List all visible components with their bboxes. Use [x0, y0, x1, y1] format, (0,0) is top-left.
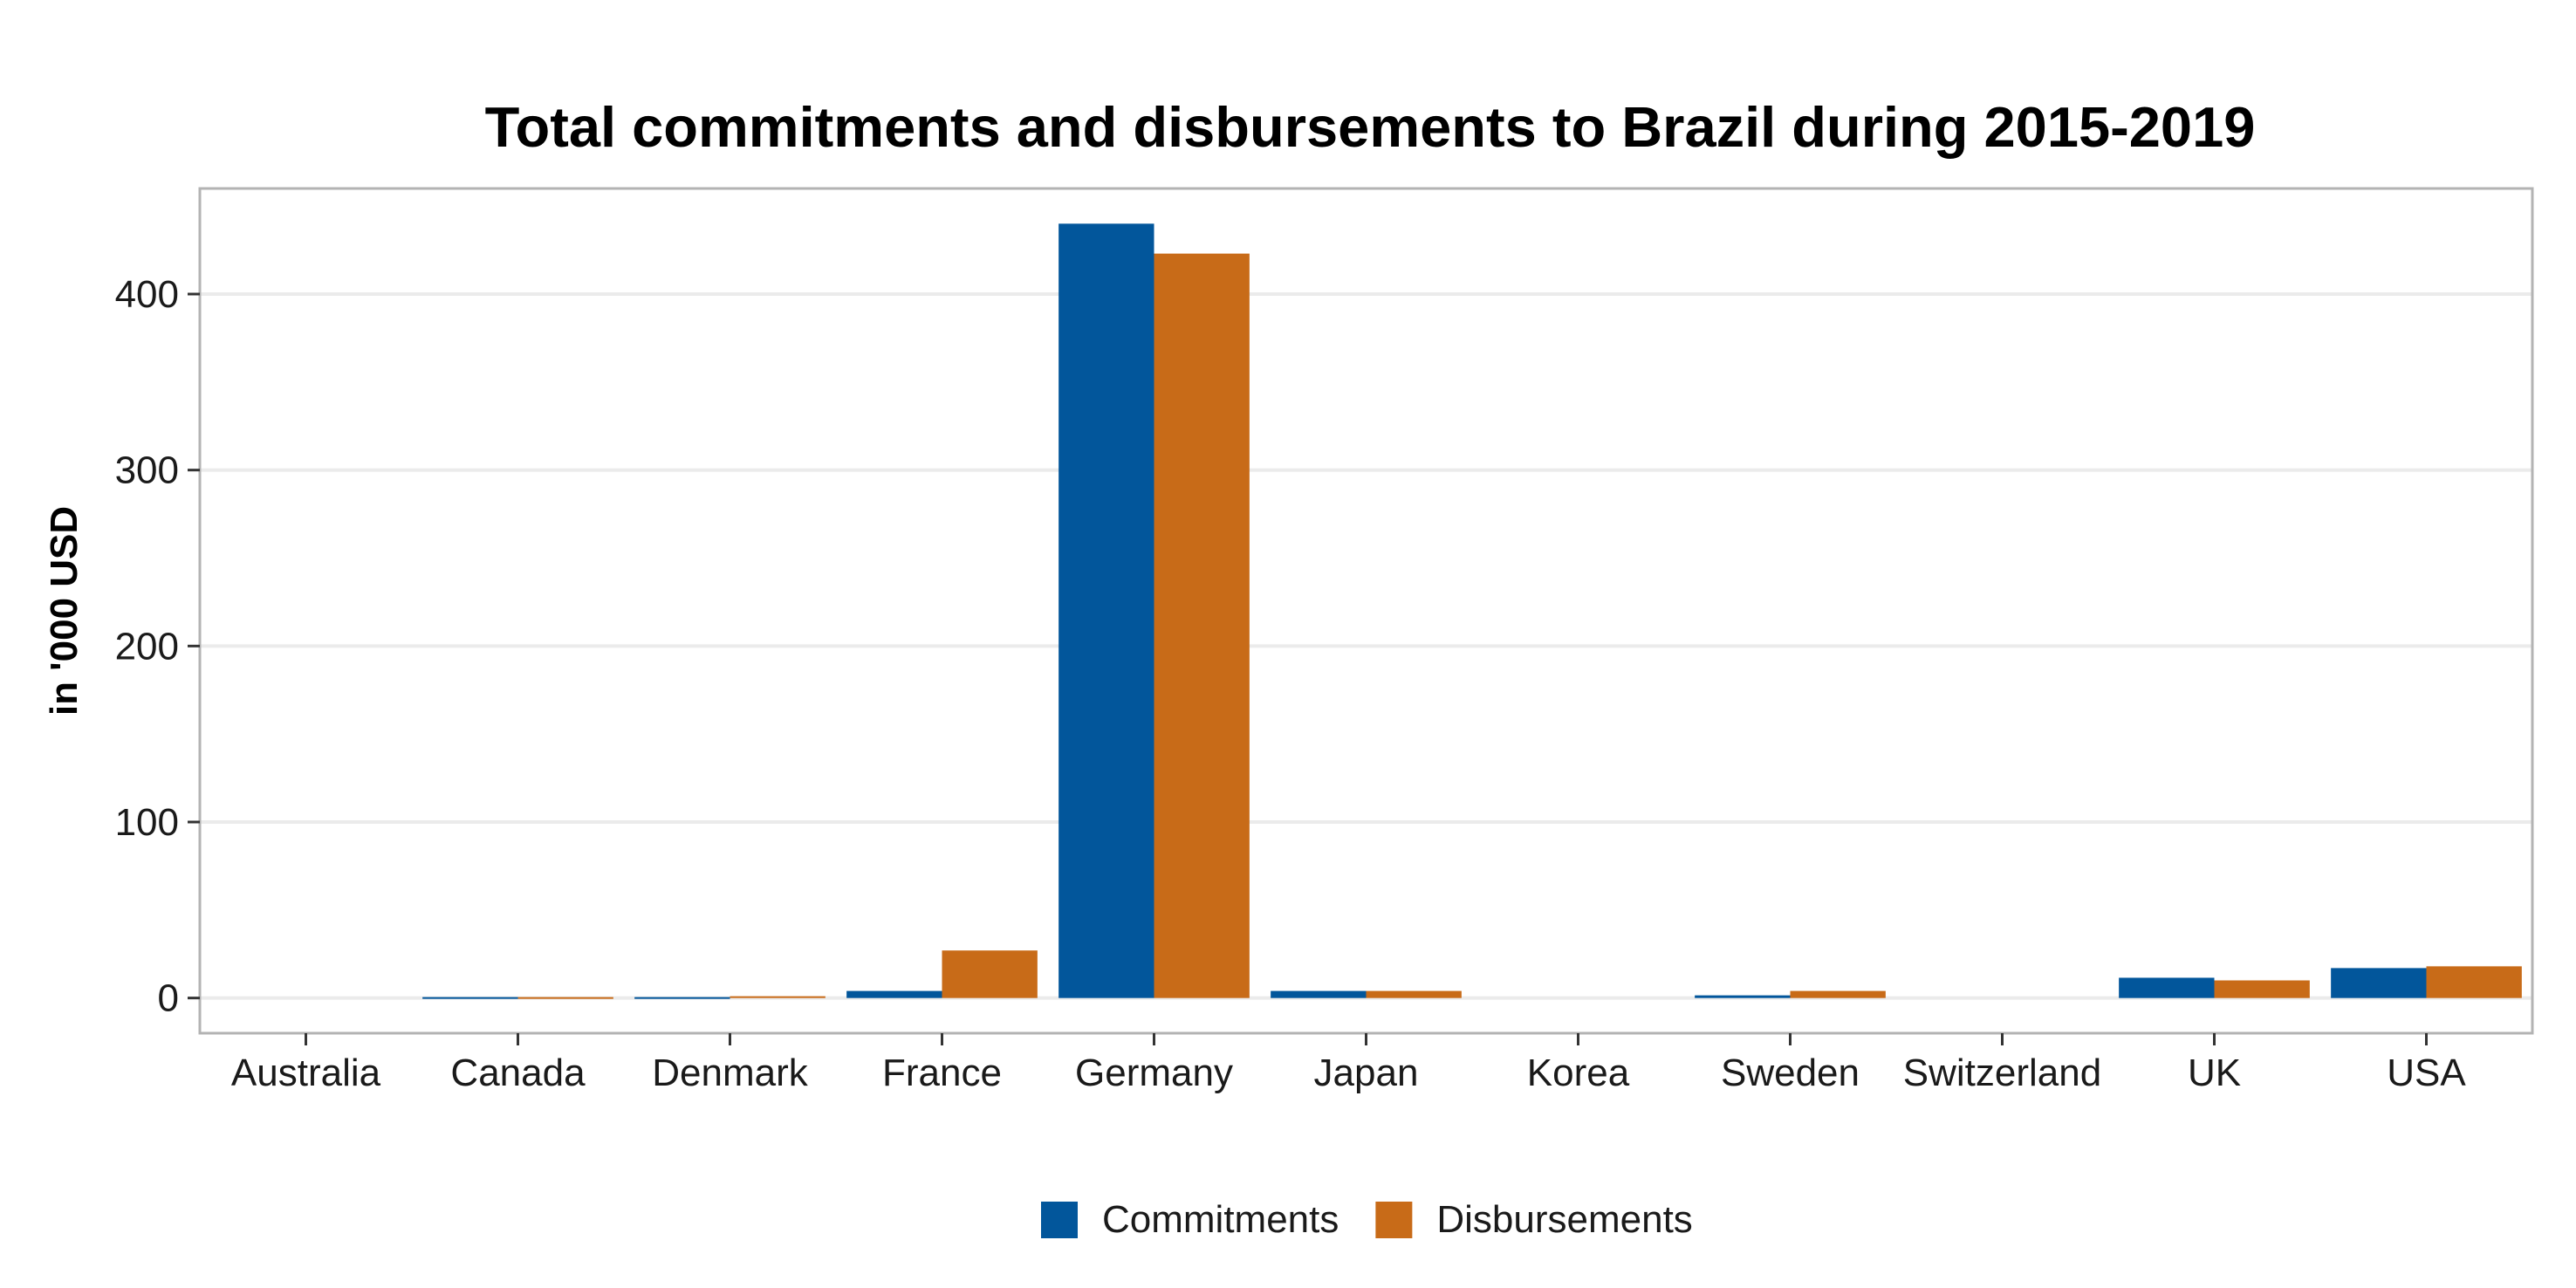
bar-uk-disbursements	[2214, 980, 2310, 998]
bar-usa-commitments	[2331, 968, 2427, 998]
x-tick-label-australia: Australia	[231, 1052, 381, 1094]
y-axis-label: in '000 USD	[43, 506, 86, 716]
bar-france-disbursements	[942, 950, 1038, 998]
bar-france-commitments	[846, 990, 942, 998]
bar-uk-commitments	[2119, 977, 2215, 998]
x-tick-label-sweden: Sweden	[1721, 1052, 1860, 1094]
bar-japan-disbursements	[1366, 990, 1462, 998]
bar-japan-commitments	[1271, 990, 1367, 998]
bar-sweden-disbursements	[1790, 990, 1886, 998]
x-tick-label-usa: USA	[2387, 1052, 2466, 1094]
x-tick-label-germany: Germany	[1075, 1052, 1233, 1094]
x-tick-label-france: France	[882, 1052, 1002, 1094]
x-tick-label-switzerland: Switzerland	[1903, 1052, 2101, 1094]
bar-sweden-commitments	[1695, 995, 1791, 998]
x-tick-label-uk: UK	[2188, 1052, 2241, 1094]
y-tick-label-400: 400	[115, 273, 179, 316]
bar-germany-commitments	[1058, 223, 1154, 998]
x-tick-label-denmark: Denmark	[652, 1052, 808, 1094]
bar-germany-disbursements	[1154, 253, 1250, 998]
bar-usa-disbursements	[2426, 966, 2522, 998]
bar-canada-commitments	[422, 997, 518, 999]
y-tick-label-200: 200	[115, 625, 179, 668]
chart-title: Total commitments and disbursements to B…	[485, 95, 2256, 159]
legend-label-commitments: Commitments	[1102, 1198, 1339, 1241]
axes: 0 100 200 300 400 Australia Canada Denmark Franc…	[115, 273, 2467, 1094]
y-tick-label-0: 0	[158, 977, 179, 1020]
legend-label-disbursements: Disbursements	[1436, 1198, 1692, 1241]
bar-denmark-disbursements	[730, 996, 826, 998]
y-tick-label-300: 300	[115, 449, 179, 492]
gridlines	[200, 292, 2532, 1000]
x-tick-label-japan: Japan	[1314, 1052, 1419, 1094]
bar-denmark-commitments	[634, 997, 730, 999]
bars	[422, 223, 2522, 999]
x-tick-label-canada: Canada	[450, 1052, 586, 1094]
y-tick-label-100: 100	[115, 801, 179, 844]
legend: Commitments Disbursements	[1041, 1198, 1693, 1241]
bar-canada-disbursements	[517, 997, 613, 999]
plot-panel-border	[198, 187, 2534, 1035]
legend-key-disbursements	[1375, 1202, 1413, 1238]
x-tick-label-korea: Korea	[1527, 1052, 1630, 1094]
legend-key-commitments	[1041, 1202, 1078, 1238]
